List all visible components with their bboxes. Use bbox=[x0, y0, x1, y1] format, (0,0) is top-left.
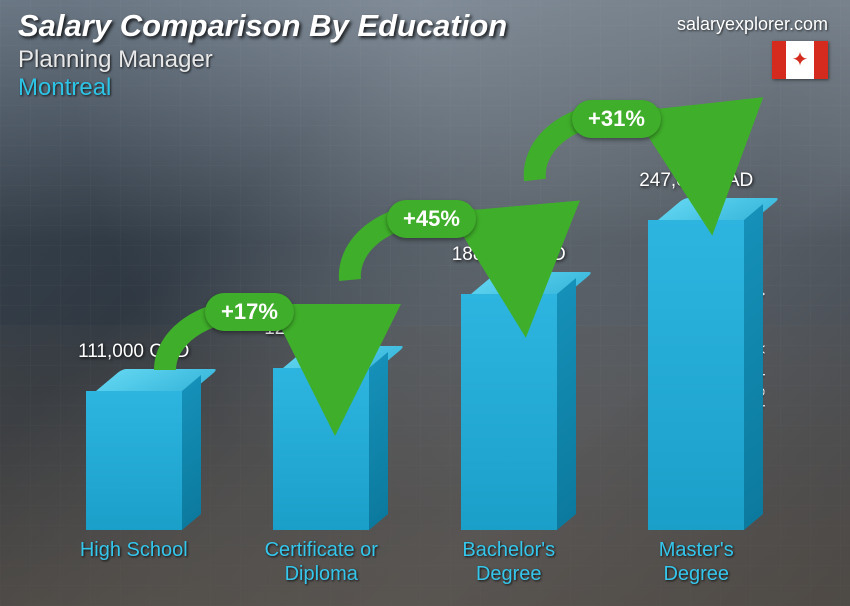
category-labels: High SchoolCertificate orDiplomaBachelor… bbox=[40, 538, 790, 586]
increase-arrow-3: +31% bbox=[520, 100, 720, 220]
brand-site: salaryexplorer.com bbox=[677, 14, 828, 35]
category-label-2: Bachelor'sDegree bbox=[419, 538, 599, 586]
increase-arrow-1: +17% bbox=[150, 295, 350, 415]
branding: salaryexplorer.com ✦ bbox=[677, 14, 828, 79]
increase-badge: +31% bbox=[572, 100, 661, 138]
category-label-0: High School bbox=[44, 538, 224, 586]
increase-badge: +45% bbox=[387, 200, 476, 238]
bar-3d bbox=[648, 198, 744, 530]
bar-side-face bbox=[369, 352, 388, 530]
bar-side-face bbox=[557, 278, 576, 530]
increase-badge: +17% bbox=[205, 293, 294, 331]
bar-3: 247,000 CAD bbox=[606, 170, 786, 530]
flag-icon: ✦ bbox=[772, 41, 828, 79]
bar-front-face bbox=[648, 220, 744, 530]
category-label-1: Certificate orDiploma bbox=[231, 538, 411, 586]
increase-arrow-2: +45% bbox=[335, 200, 535, 320]
bar-front-face bbox=[461, 294, 557, 530]
chart-area: Average Yearly Salary 111,000 CAD129,000… bbox=[40, 130, 790, 586]
maple-leaf-icon: ✦ bbox=[792, 50, 809, 70]
category-label-3: Master'sDegree bbox=[606, 538, 786, 586]
bar-side-face bbox=[744, 204, 763, 530]
